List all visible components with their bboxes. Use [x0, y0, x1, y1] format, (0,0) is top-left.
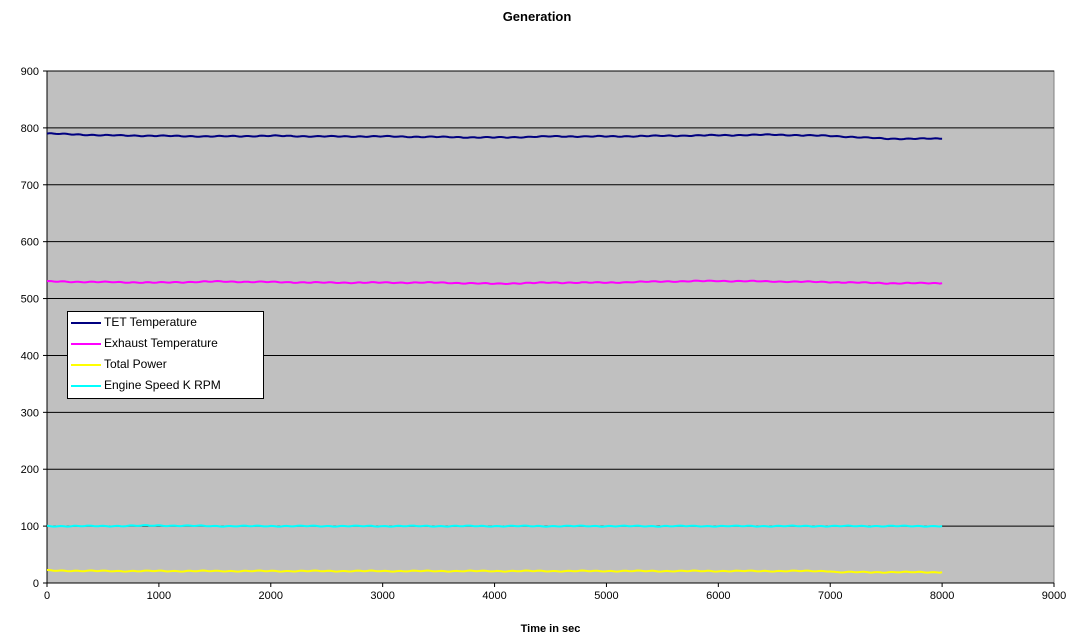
legend-item-exhaust: Exhaust Temperature: [68, 335, 265, 353]
legend-item-engine-speed: Engine Speed K RPM: [68, 377, 265, 395]
chart-title: Generation: [502, 9, 572, 24]
legend-label-engine-speed: Engine Speed K RPM: [104, 378, 221, 392]
x-tick-label-8000: 8000: [930, 590, 954, 602]
x-tick-label-6000: 6000: [706, 590, 730, 602]
series-lines: [46, 132, 943, 574]
x-tick-label-0: 0: [44, 590, 50, 602]
axes: [43, 70, 1055, 587]
y-tick-label-600: 600: [21, 237, 39, 249]
y-tick-label-900: 900: [21, 66, 39, 78]
x-tick-label-9000: 9000: [1042, 590, 1066, 602]
legend-label-exhaust: Exhaust Temperature: [104, 336, 218, 350]
legend-label-tet: TET Temperature: [104, 315, 197, 329]
legend-label-total-power: Total Power: [104, 357, 167, 371]
series-line-engine-speed: [46, 524, 943, 528]
y-tick-label-400: 400: [21, 350, 39, 362]
legend-swatch-total-power: [71, 364, 101, 366]
y-tick-label-200: 200: [21, 464, 39, 476]
y-tick-label-0: 0: [33, 578, 39, 590]
x-tick-label-4000: 4000: [482, 590, 506, 602]
series-line-tet-temperature: [46, 132, 943, 141]
legend-swatch-engine-speed: [71, 385, 101, 387]
legend-swatch-exhaust: [71, 343, 101, 345]
x-axis-label: Time in sec: [520, 623, 581, 635]
series-line-total-power: [47, 569, 943, 574]
y-tick-label-500: 500: [21, 294, 39, 306]
legend-swatch-tet: [71, 322, 101, 324]
tick-labels: 0 1000 2000 3000 4000 5000 6000 7000 8000 9000 0 10…: [21, 66, 1067, 602]
grid-lines: [47, 70, 1054, 527]
legend-item-tet: TET Temperature: [68, 314, 265, 332]
legend-item-total-power: Total Power: [68, 356, 265, 374]
x-tick-label-3000: 3000: [370, 590, 394, 602]
y-tick-label-300: 300: [21, 407, 39, 419]
x-tick-label-2000: 2000: [259, 590, 283, 602]
x-tick-label-1000: 1000: [147, 590, 171, 602]
legend: TET Temperature Exhaust Temperature Tota…: [67, 311, 264, 399]
y-tick-label-100: 100: [21, 521, 39, 533]
x-tick-label-7000: 7000: [818, 590, 842, 602]
series-line-exhaust-temperature: [46, 279, 943, 286]
y-tick-label-700: 700: [21, 180, 39, 192]
x-tick-label-5000: 5000: [594, 590, 618, 602]
y-tick-label-800: 800: [21, 123, 39, 135]
